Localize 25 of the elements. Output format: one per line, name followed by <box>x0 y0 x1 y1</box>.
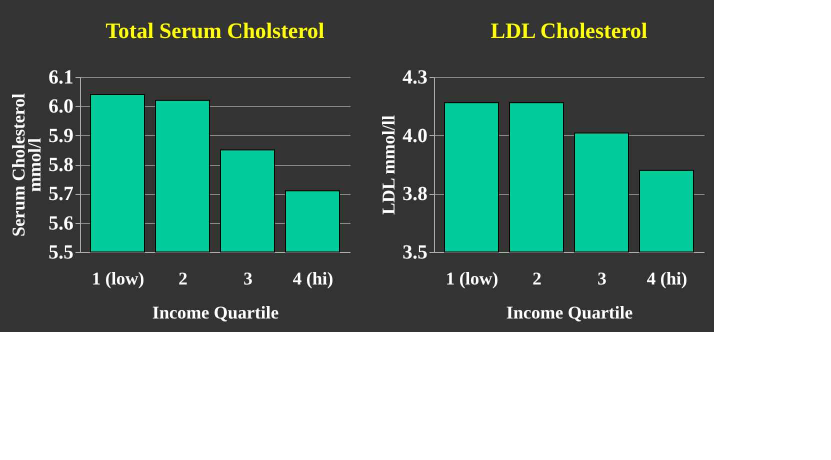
y-tick-label: 5.9 <box>48 124 74 147</box>
x-tick-label: 2 <box>178 268 188 288</box>
x-tick-label: 1 (low) <box>92 268 144 288</box>
y-tick-label: 5.7 <box>48 183 74 206</box>
chart-title: Total Serum Cholsterol <box>106 18 324 43</box>
chart-title: LDL Cholesterol <box>490 18 648 43</box>
y-tick-label: 4.3 <box>402 66 428 88</box>
x-tick-label: 1 (low) <box>446 268 498 288</box>
x-tick-label: 3 <box>244 268 252 288</box>
y-tick-label: 5.8 <box>48 154 74 176</box>
x-tick-label: 4 (hi) <box>646 268 688 288</box>
y-tick-label: 3.8 <box>402 183 428 206</box>
x-tick-label: 2 <box>532 268 542 288</box>
x-tick-label: 4 (hi) <box>292 268 334 288</box>
y-axis-title: Serum Cholesterol mmol/l <box>8 93 44 237</box>
y-tick-label: 4.0 <box>402 124 428 147</box>
x-tick-label: 3 <box>598 268 606 288</box>
x-axis-title: Income Quartile <box>506 302 633 322</box>
y-tick-label: 5.6 <box>48 212 74 234</box>
y-tick-label: 3.5 <box>402 242 428 264</box>
x-axis-title: Income Quartile <box>152 302 279 322</box>
y-tick-label: 6.0 <box>48 96 74 118</box>
y-tick-label: 5.5 <box>48 242 74 264</box>
y-axis-title: LDL mmol/ll <box>378 115 398 215</box>
y-tick-label: 6.1 <box>48 66 74 88</box>
